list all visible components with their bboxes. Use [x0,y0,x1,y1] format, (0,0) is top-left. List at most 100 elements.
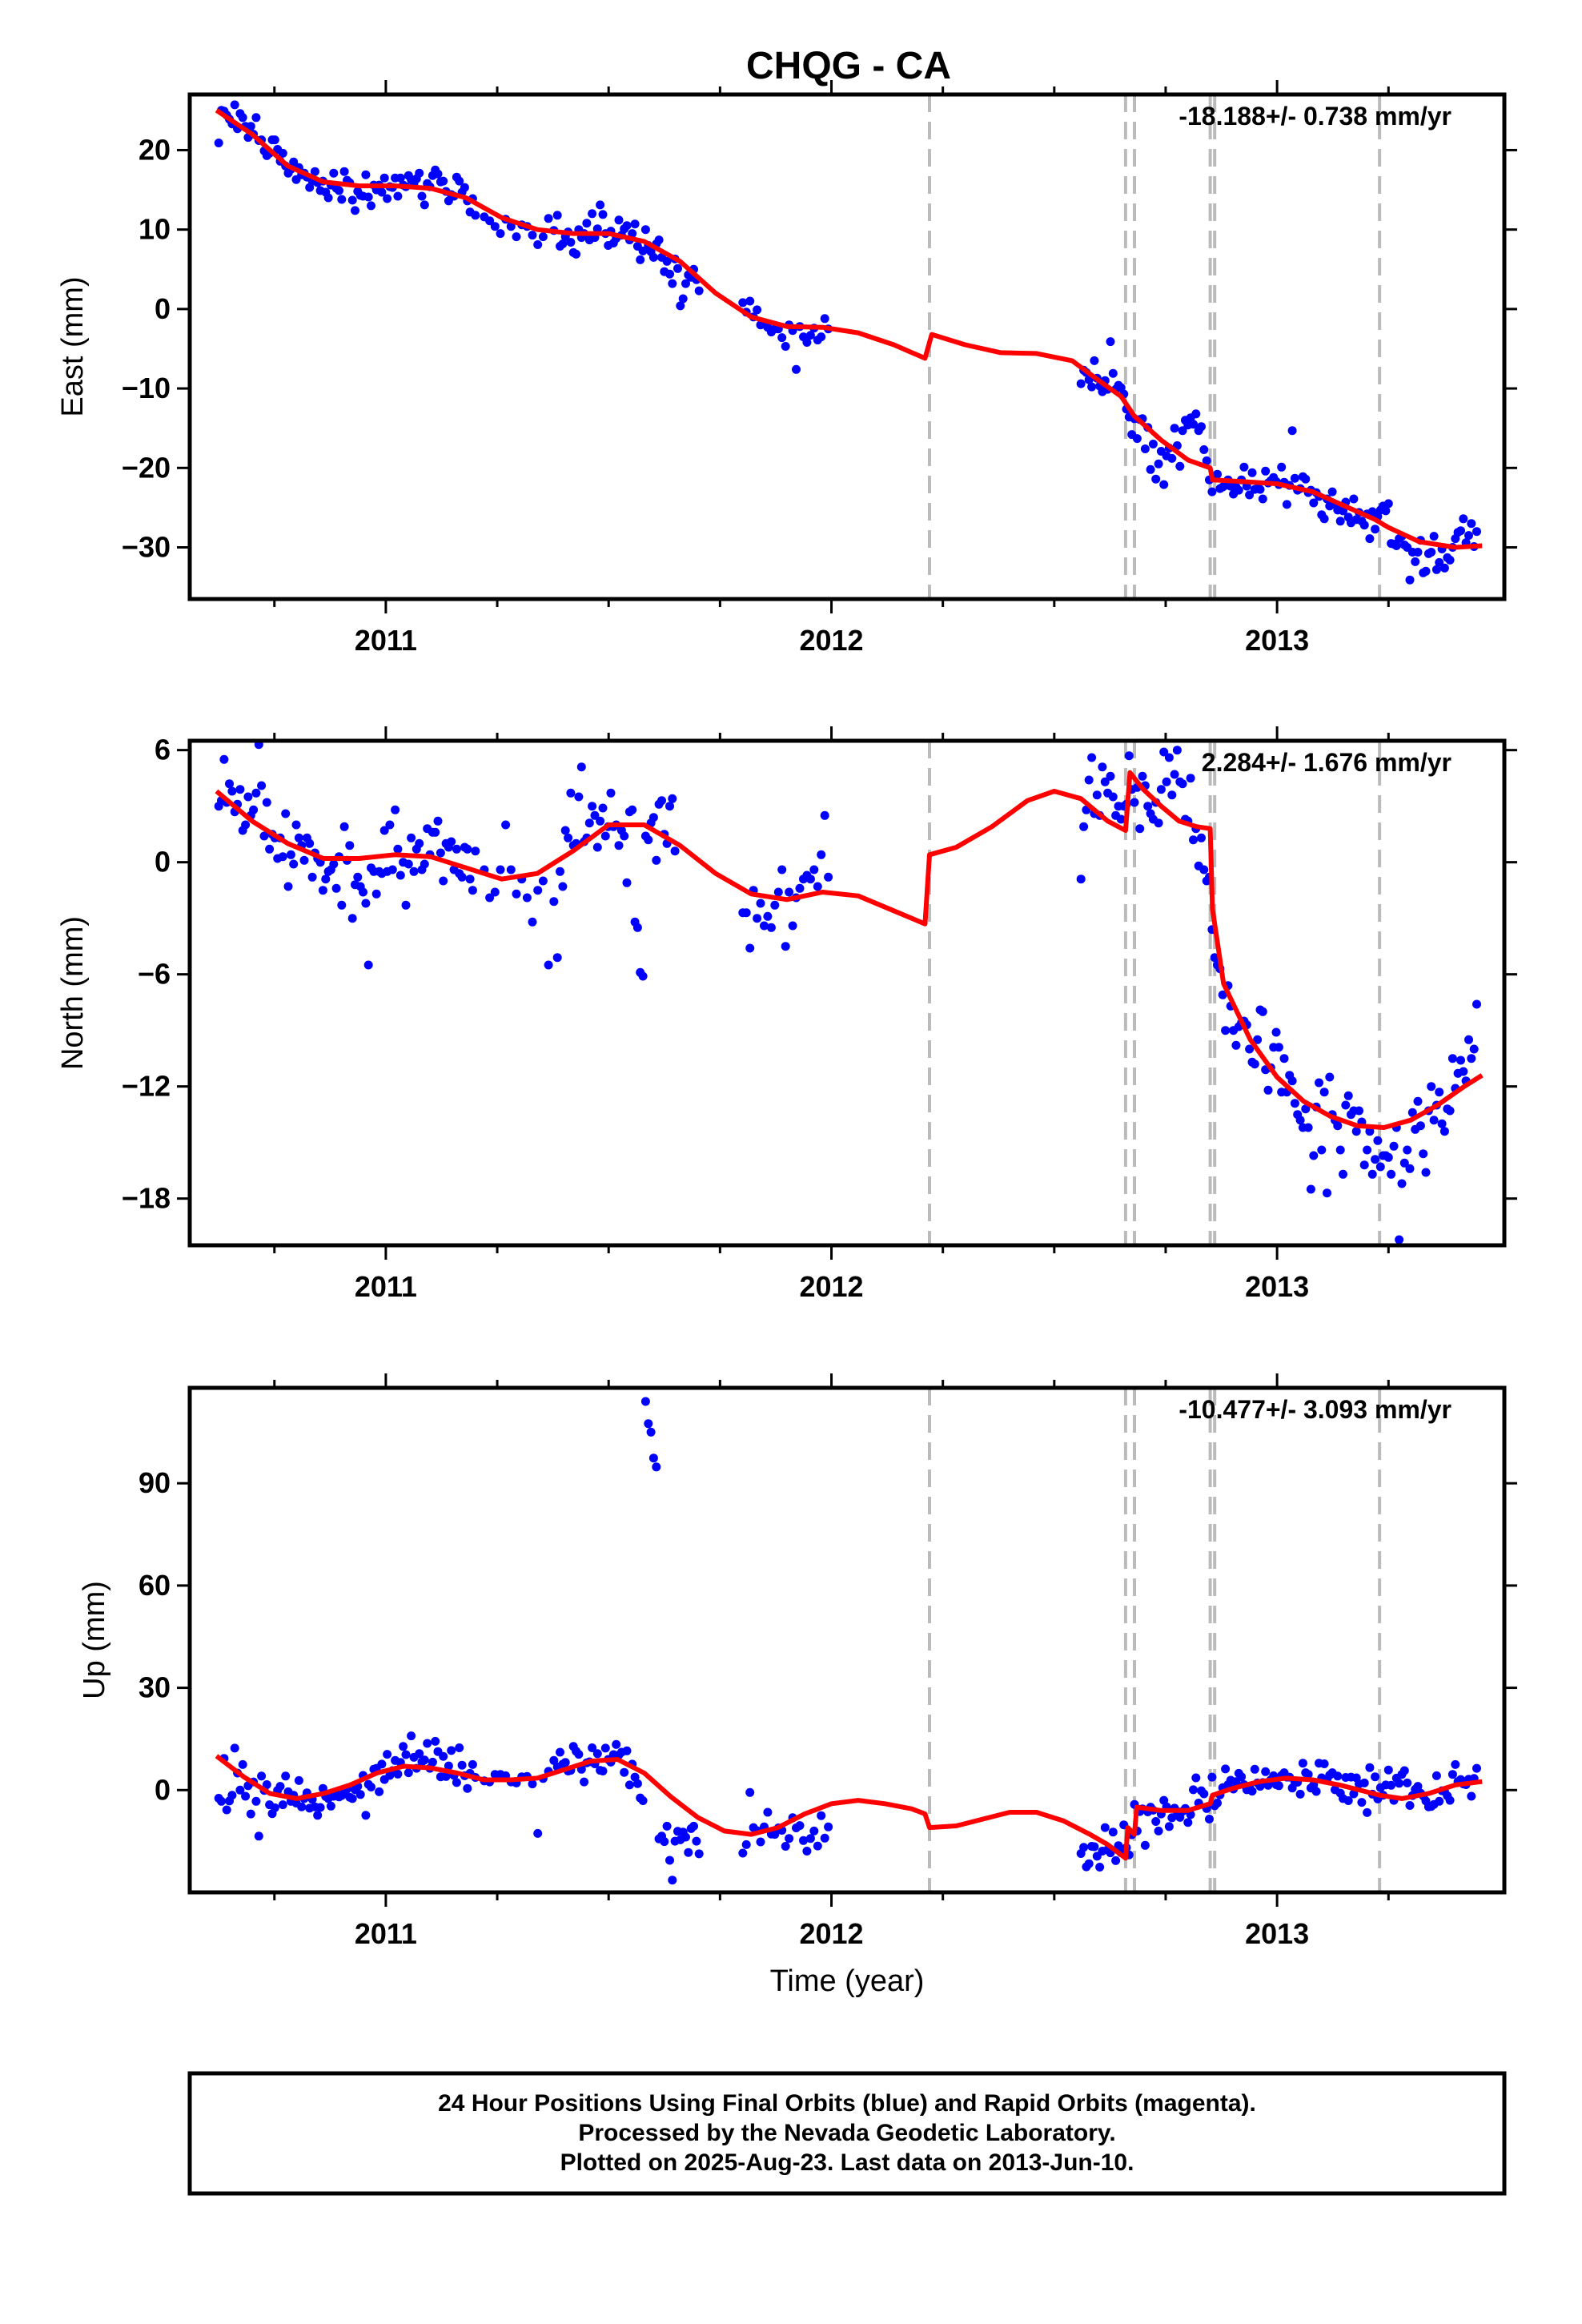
data-point [335,186,343,195]
data-point [1132,434,1142,444]
data-point [363,192,373,202]
data-point [409,866,419,876]
data-point [420,200,429,210]
data-point [1435,557,1444,567]
data-point [452,1778,461,1787]
data-point [407,833,416,842]
data-point [668,1876,677,1885]
data-point [1389,1141,1399,1151]
data-point [1325,1072,1335,1082]
data-point [321,875,331,884]
data-point [377,187,387,197]
y-tick-label: 20 [139,133,171,166]
x-tick-label: 2012 [799,1917,863,1950]
data-point [564,833,573,842]
data-point [230,1743,239,1753]
data-point [1472,1763,1481,1773]
data-point [251,788,261,798]
data-point [1429,1116,1439,1125]
data-point [1415,1121,1425,1131]
velocity-label: 2.284+/- 1.676 mm/yr [1202,748,1452,777]
data-point [383,194,392,203]
data-point [353,872,363,882]
data-point [612,1739,621,1749]
data-point [254,1831,263,1841]
data-point [1250,1059,1259,1069]
data-point [1349,494,1359,504]
data-point [652,1462,661,1472]
data-point [592,842,602,852]
data-point [1189,1785,1198,1795]
data-point [1381,506,1391,516]
data-point [574,792,584,802]
data-point [638,971,648,981]
data-point [415,838,424,848]
data-point [1159,480,1169,489]
data-point [1140,1840,1150,1850]
data-point [310,167,319,176]
data-point [291,820,301,830]
data-point [404,1768,413,1778]
data-point [1271,1027,1281,1037]
data-point [1106,337,1115,347]
data-point [393,844,403,854]
panel-frame [187,738,1507,1248]
data-point [262,1780,271,1789]
data-point [756,1837,765,1847]
data-point [431,1736,440,1746]
data-point [1218,990,1227,999]
data-point [278,148,287,158]
data-point [1116,814,1126,824]
data-point [1245,490,1255,500]
x-tick-label: 2011 [355,1270,417,1303]
data-point [1263,1085,1273,1095]
data-point [1114,1841,1123,1851]
x-tick-label: 2012 [799,624,863,657]
data-point [1383,499,1393,509]
data-point [745,943,755,953]
data-point [305,838,315,848]
data-point [217,1796,226,1806]
data-point [640,225,650,235]
data-point [1111,1856,1121,1865]
data-point [763,911,773,921]
data-point [802,338,812,347]
data-point [753,914,762,923]
data-point [294,833,303,842]
east-model-line [215,108,1483,550]
data-point [1399,1158,1409,1168]
data-point [646,1427,656,1437]
data-point [638,1796,648,1805]
velocity-label: -18.188+/- 0.738 mm/yr [1178,102,1452,131]
data-point [1439,1127,1449,1136]
data-point [580,1777,589,1787]
data-point [640,1397,650,1406]
data-point [533,240,543,249]
data-point [820,314,829,324]
data-point [614,215,624,225]
data-point [1170,424,1179,433]
data-point [1351,1127,1361,1136]
data-point [318,886,327,895]
data-point [572,249,581,259]
data-point [1186,774,1195,783]
data-point [1413,548,1423,557]
data-point [668,794,677,803]
data-point [262,798,271,807]
data-point [638,246,648,255]
panel-frame [187,1385,1507,1895]
data-point [560,1758,570,1767]
data-point [1170,770,1179,779]
data-point [1191,409,1201,419]
data-point [648,1454,658,1463]
data-point [809,1826,819,1835]
data-point [1175,461,1185,471]
data-point [606,788,616,798]
data-point [1371,1772,1380,1782]
data-point [1397,1179,1407,1188]
data-point [1343,1091,1353,1100]
data-point [1197,833,1206,842]
data-point [283,882,293,891]
data-point [1197,422,1206,432]
